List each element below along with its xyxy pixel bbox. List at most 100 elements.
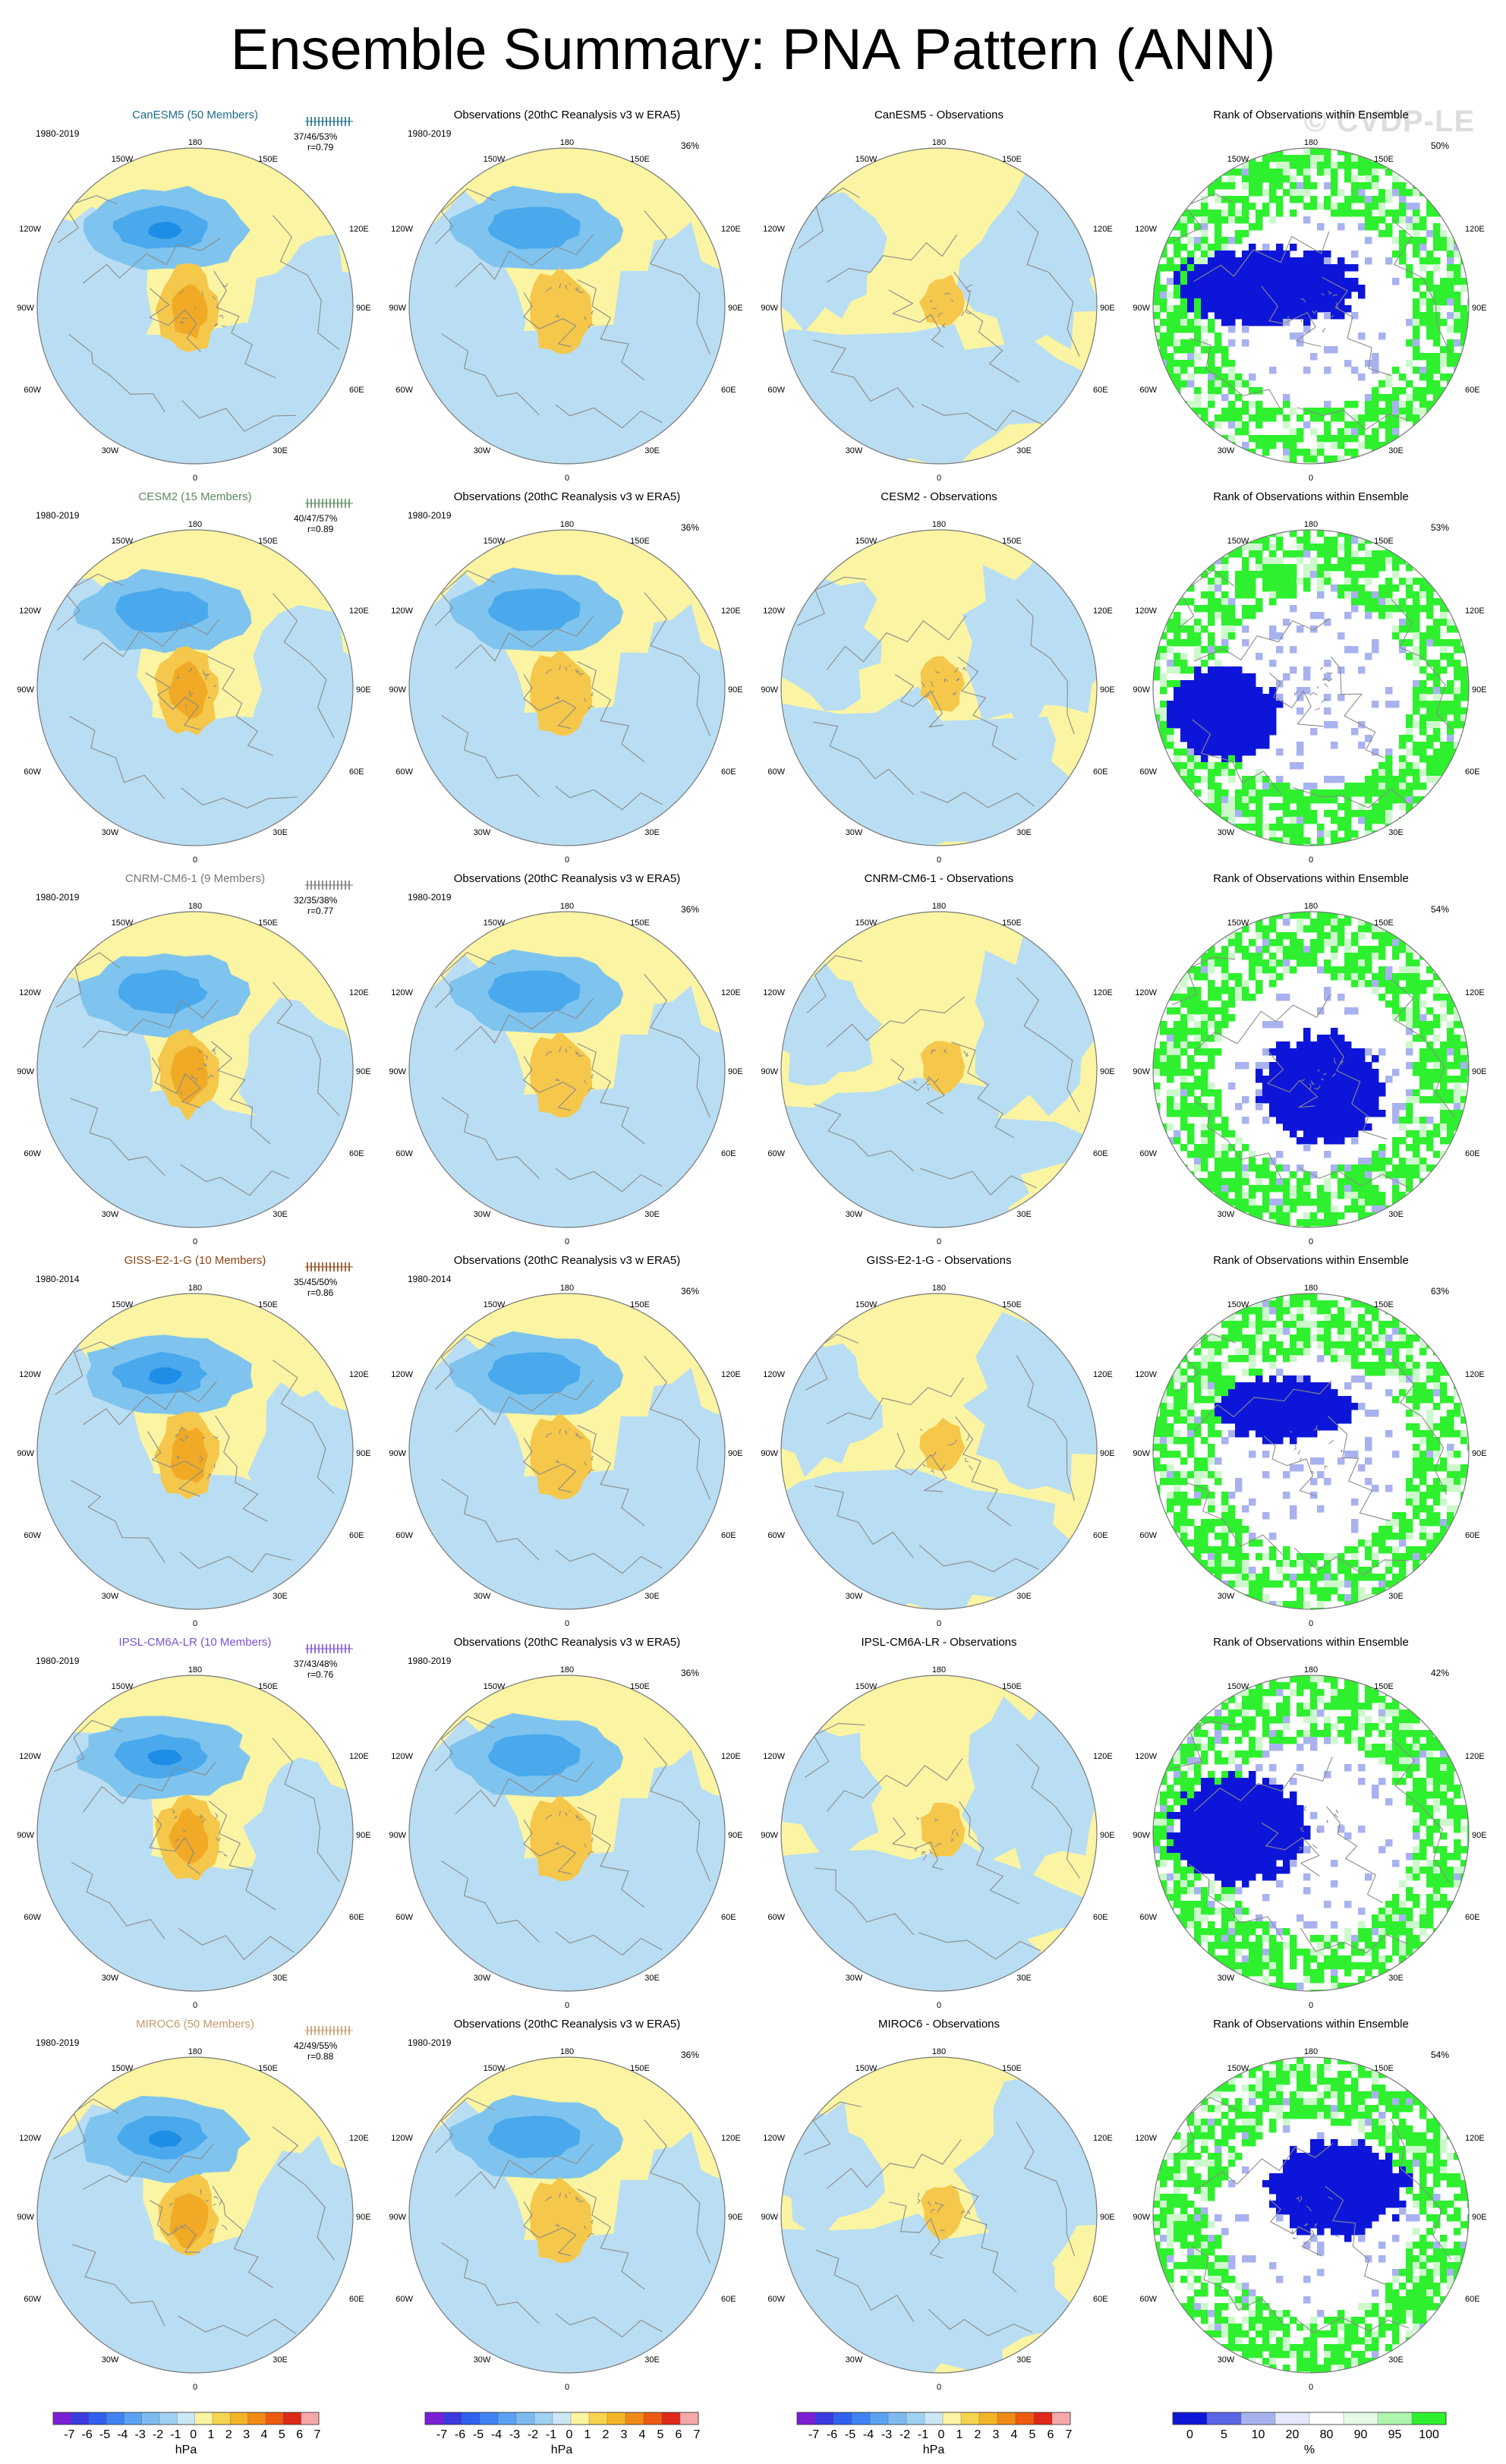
longitude-label: 90W xyxy=(761,304,778,313)
longitude-label: 30W xyxy=(102,1974,119,1983)
longitude-label: 90W xyxy=(17,1449,34,1458)
model-title: MIROC6 (50 Members) xyxy=(136,2018,254,2031)
longitude-label: 120W xyxy=(19,988,41,997)
colorbar-tick-label: -4 xyxy=(863,2428,874,2441)
colorbar-tick-label: 6 xyxy=(676,2428,682,2441)
longitude-label: 120W xyxy=(391,1370,413,1379)
longitude-label: 60W xyxy=(395,1149,413,1158)
colorbar-3: 0 5 10 20 80 90 95 100% xyxy=(1172,2412,1447,2456)
colorbar-tick-label: 0 xyxy=(938,2428,945,2441)
longitude-label: 30W xyxy=(1218,1210,1235,1219)
longitude-label: 60E xyxy=(1093,386,1108,395)
longitude-label: 90W xyxy=(761,1067,778,1076)
longitude-label: 120E xyxy=(1465,607,1485,616)
longitude-label: 120W xyxy=(763,607,785,616)
longitude-label: 150E xyxy=(1002,155,1022,164)
longitude-label: 180 xyxy=(932,902,946,911)
longitude-label: 90E xyxy=(1472,2213,1487,2222)
colorbar-tick-label: -5 xyxy=(473,2428,484,2441)
longitude-label: 90W xyxy=(1133,1067,1150,1076)
longitude-label: 150W xyxy=(1227,2064,1249,2073)
longitude-label: 30E xyxy=(644,1210,660,1219)
longitude-label: 0 xyxy=(565,855,569,865)
longitude-label: 30W xyxy=(846,1974,863,1983)
colorbar-swatch xyxy=(141,2412,160,2425)
longitude-label: 120W xyxy=(19,2134,41,2143)
longitude-label: 60E xyxy=(721,1531,736,1540)
longitude-label: 180 xyxy=(560,520,574,529)
colorbar-tick-label: -7 xyxy=(808,2428,819,2441)
longitude-label: 90W xyxy=(17,1067,34,1076)
longitude-label: 150W xyxy=(1227,537,1249,546)
longitude-label: 120E xyxy=(721,607,741,616)
longitude-label: 30W xyxy=(102,828,119,837)
longitude-label: 150E xyxy=(1374,537,1394,546)
longitude-label: 30E xyxy=(1388,2355,1404,2365)
longitude-label: 60E xyxy=(1465,1531,1480,1540)
longitude-label: 0 xyxy=(1309,1237,1313,1246)
longitude-label: 150W xyxy=(484,537,506,546)
longitude-label: 90W xyxy=(761,1449,778,1458)
colorbar-tick-label: -4 xyxy=(491,2428,502,2441)
period-label: 1980-2019 xyxy=(408,510,452,521)
longitude-label: 120E xyxy=(1093,2134,1113,2143)
longitude-label: 90E xyxy=(356,685,371,695)
longitude-label: 150E xyxy=(1374,155,1394,164)
longitude-label: 150E xyxy=(630,918,650,928)
longitude-label: 120E xyxy=(1465,988,1485,997)
longitude-label: 90E xyxy=(728,1067,743,1076)
colorbar-2: -7 -6 -5 -4 -3 -2 -1 0 1 2 3 4 5 6 7 hPa xyxy=(796,2412,1073,2456)
longitude-label: 150E xyxy=(630,1682,650,1691)
obs-variance-pct: 36% xyxy=(681,904,700,915)
longitude-label: 0 xyxy=(937,855,941,865)
longitude-label: 120W xyxy=(763,988,785,997)
longitude-label: 120W xyxy=(19,1370,41,1379)
longitude-label: 120E xyxy=(349,1752,369,1761)
member-spread-glyph xyxy=(305,2026,353,2035)
longitude-label: 150W xyxy=(855,918,877,928)
longitude-label: 0 xyxy=(1309,2383,1313,2392)
longitude-label: 30E xyxy=(1016,1592,1032,1601)
map-panel-r3-c3: 180 150W 150E 120W 120E 90W 90E 60W 60E 30W 30E 0 xyxy=(1133,1284,1486,1628)
colorbar-swatch xyxy=(1033,2412,1053,2425)
longitude-label: 90W xyxy=(389,2213,406,2222)
colorbar-swatch xyxy=(159,2412,178,2425)
longitude-label: 90E xyxy=(1472,1067,1487,1076)
colorbar-tick-label: 80 xyxy=(1320,2428,1334,2441)
colorbar-swatch xyxy=(906,2412,925,2425)
colorbar-swatch xyxy=(52,2412,71,2425)
longitude-label: 90W xyxy=(17,304,34,313)
member-spread-glyph xyxy=(305,881,353,890)
model-title: GISS-E2-1-G (10 Members) xyxy=(124,1254,266,1267)
longitude-label: 30W xyxy=(474,1210,491,1219)
longitude-label: 30W xyxy=(102,446,119,455)
longitude-label: 60W xyxy=(767,1531,785,1540)
colorbar-swatch xyxy=(833,2412,852,2425)
longitude-label: 90W xyxy=(389,304,406,313)
longitude-label: 0 xyxy=(937,2001,941,2010)
longitude-label: 0 xyxy=(565,2001,569,2010)
longitude-label: 150E xyxy=(630,155,650,164)
longitude-label: 30W xyxy=(846,1210,863,1219)
longitude-label: 0 xyxy=(193,2001,197,2010)
map-panel-r4-c0: 180 150W 150E 120W 120E 90W 90E 60W 60E 30W 30E 0 xyxy=(17,1665,370,2010)
longitude-label: 0 xyxy=(1309,474,1313,483)
rank-title: Rank of Observations within Ensemble xyxy=(1213,1636,1409,1649)
longitude-label: 60E xyxy=(1465,2295,1480,2304)
colorbar-tick-label: -3 xyxy=(509,2428,520,2441)
colorbar-swatch xyxy=(265,2412,284,2425)
colorbar-tick-label: 6 xyxy=(296,2428,303,2441)
colorbar-tick-label: 0 xyxy=(566,2428,573,2441)
longitude-label: 90E xyxy=(1472,685,1487,695)
longitude-label: 180 xyxy=(1304,1284,1318,1293)
map-panel-r0-c1: 180 150W 150E 120W 120E 90W 90E 60W 60E 30W 30E 0 xyxy=(389,138,742,483)
colorbar-swatch xyxy=(924,2412,944,2425)
colorbar-unit: hPa xyxy=(551,2444,573,2456)
model-title: IPSL-CM6A-LR (10 Members) xyxy=(118,1636,272,1649)
colorbar-tick-label: 95 xyxy=(1388,2428,1402,2441)
longitude-label: 90E xyxy=(1100,1449,1115,1458)
page-title: Ensemble Summary: PNA Pattern (ANN) xyxy=(230,17,1276,82)
longitude-label: 30W xyxy=(474,828,491,837)
longitude-label: 60W xyxy=(24,1913,41,1922)
longitude-label: 150W xyxy=(1227,155,1249,164)
